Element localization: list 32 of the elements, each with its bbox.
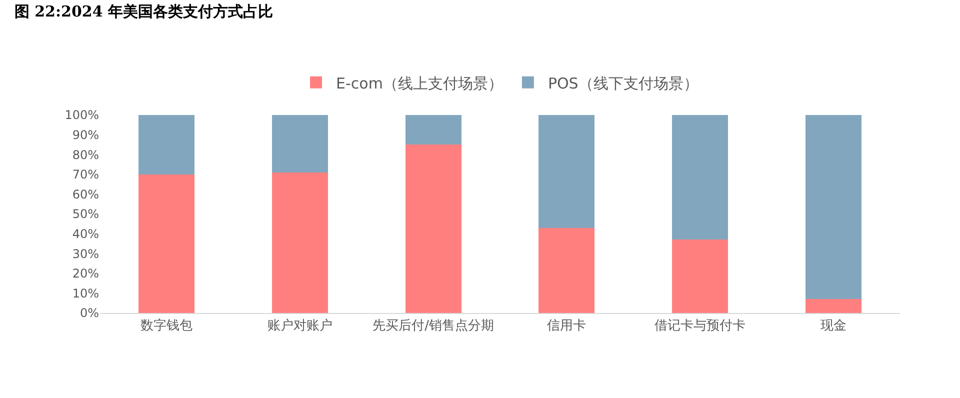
x-tick-label: 现金 bbox=[820, 318, 846, 334]
bar bbox=[805, 299, 862, 313]
bar bbox=[805, 115, 862, 300]
bar bbox=[538, 115, 595, 228]
y-tick-label: 50% bbox=[72, 207, 99, 222]
bar bbox=[272, 115, 328, 172]
legend-label: POS（线下支付场景） bbox=[548, 74, 698, 92]
x-tick-label: 信用卡 bbox=[547, 318, 586, 334]
bar bbox=[138, 115, 195, 174]
x-tick-label: 账户对账户 bbox=[268, 318, 332, 334]
y-tick-label: 70% bbox=[72, 168, 99, 182]
y-tick-label: 10% bbox=[72, 286, 99, 300]
bar bbox=[405, 115, 462, 145]
x-tick-label: 先买后付/销售点分期 bbox=[372, 318, 494, 334]
bar bbox=[672, 115, 728, 240]
y-tick-label: 100% bbox=[64, 108, 99, 122]
bar bbox=[138, 174, 195, 313]
y-tick-label: 0% bbox=[80, 306, 99, 320]
y-tick-label: 60% bbox=[72, 187, 99, 202]
y-tick-label: 40% bbox=[72, 227, 99, 241]
y-tick-label: 90% bbox=[72, 128, 99, 142]
bar bbox=[272, 172, 328, 313]
bar bbox=[672, 240, 728, 313]
y-tick-label: 20% bbox=[72, 266, 99, 281]
y-tick-label: 30% bbox=[72, 246, 99, 261]
bar bbox=[538, 228, 595, 313]
y-tick-label: 80% bbox=[72, 148, 99, 162]
x-tick-label: 借记卡与预付卡 bbox=[654, 318, 746, 334]
x-tick-label: 数字钱包 bbox=[140, 318, 193, 334]
bar bbox=[405, 144, 462, 313]
chart-title: 图 22:2024 年美国各类支付方式占比 bbox=[14, 2, 274, 20]
legend-label: E-com（线上支付场景） bbox=[336, 74, 503, 92]
